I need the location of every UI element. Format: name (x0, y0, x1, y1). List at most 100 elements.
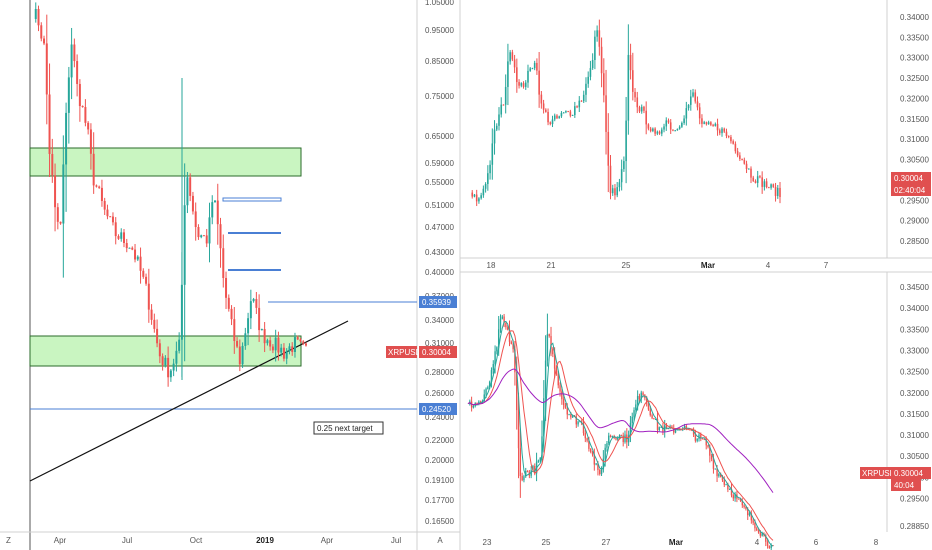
bottom-intraday-candle (707, 445, 709, 447)
bottom-intraday-candle (591, 452, 594, 455)
left-weekly-candle (76, 61, 79, 84)
bottom-intraday-candle (709, 446, 711, 456)
left-weekly-candle (219, 224, 222, 249)
bottom-intraday-candle (636, 396, 639, 405)
left-weekly-candle (274, 337, 277, 351)
bottom-intraday-candle (562, 399, 565, 405)
bottom-intraday-candle (689, 429, 691, 431)
left-weekly-candle (89, 129, 92, 154)
top-ytick-label: 0.32000 (900, 94, 929, 103)
left-weekly-candle (241, 345, 244, 365)
top-intraday-candle (545, 109, 547, 112)
left-ytick-label: 0.43000 (425, 248, 454, 257)
bottom-ytick-label: 0.31000 (900, 431, 929, 440)
left-weekly-candle (114, 222, 117, 237)
bottom-intraday-candle (765, 535, 767, 542)
bottom-intraday-candle (488, 381, 491, 388)
left-weekly-candle (59, 221, 62, 224)
price-tag-text: 0.24520 (422, 405, 451, 414)
left-weekly-candle (189, 177, 192, 196)
top-intraday-candle (536, 62, 538, 71)
left-weekly-candle (169, 370, 172, 378)
left-weekly-candle (51, 153, 54, 176)
left-weekly-candle (70, 44, 73, 78)
bottom-intraday-candle (624, 434, 626, 443)
top-xtick-label: 25 (622, 261, 631, 270)
left-ytick-label: 0.17700 (425, 496, 454, 505)
top-intraday-candle (491, 143, 494, 165)
top-xtick-label: 7 (824, 261, 829, 270)
bottom-intraday-candle (599, 470, 601, 475)
left-ytick-label: 0.19100 (425, 476, 454, 485)
bottom-intraday-candle (492, 364, 494, 371)
top-intraday-candle (683, 118, 685, 123)
bottom-xtick-label: Mar (669, 538, 683, 547)
top-intraday-candle (779, 187, 781, 198)
bottom-xtick-label: 4 (755, 538, 760, 547)
moving-average-line (467, 330, 774, 541)
top-intraday-candle (772, 184, 775, 187)
bottom-intraday-candle (539, 457, 541, 461)
top-intraday-candle (743, 159, 746, 164)
left-ytick-label: 0.65000 (425, 132, 454, 141)
left-ytick-label: 0.24000 (425, 413, 454, 422)
top-intraday-candle (531, 68, 534, 70)
bottom-intraday-candle (593, 454, 596, 465)
left-weekly-candle (222, 248, 225, 278)
bottom-intraday-candle (656, 418, 659, 430)
left-weekly-candle (263, 329, 266, 344)
top-intraday-candle (598, 30, 601, 47)
bottom-intraday-candle (510, 341, 513, 344)
top-intraday-candle (489, 164, 491, 174)
bottom-xtick-label: 6 (814, 538, 819, 547)
top-intraday-candle (727, 136, 730, 138)
bottom-intraday-candle (745, 507, 747, 509)
top-intraday-candle (736, 151, 739, 156)
left-weekly-candle (164, 357, 167, 366)
bottom-intraday-candle (618, 434, 621, 438)
top-intraday-candle (741, 158, 743, 160)
bottom-intraday-candle (685, 426, 688, 429)
bottom-intraday-candle (519, 448, 522, 477)
left-ytick-label: 0.22000 (425, 436, 454, 445)
left-weekly-candle (103, 200, 106, 210)
bottom-intraday-candle (738, 498, 740, 500)
left-weekly-candle (106, 209, 109, 217)
top-intraday-candle (509, 52, 511, 62)
top-intraday-candle (502, 104, 505, 106)
bottom-intraday-candle (499, 318, 502, 330)
bottom-intraday-candle (649, 409, 651, 416)
bottom-intraday-candle (741, 501, 744, 506)
top-intraday-candle (652, 128, 654, 132)
top-intraday-candle (665, 120, 668, 127)
top-intraday-candle (529, 68, 532, 71)
bottom-intraday-candle (651, 415, 653, 419)
top-intraday-candle (703, 122, 705, 124)
moving-average-line (467, 320, 774, 547)
top-intraday-candle (674, 130, 676, 132)
bottom-intraday-candle (719, 474, 722, 477)
top-intraday-candle (587, 76, 590, 84)
bottom-intraday-candle (559, 385, 561, 392)
bottom-xtick-label: 23 (483, 538, 492, 547)
bottom-intraday-candle (725, 484, 727, 486)
bottom-intraday-candle (658, 427, 661, 430)
bottom-intraday-candle (483, 394, 485, 401)
left-ytick-label: 0.59000 (425, 159, 454, 168)
bottom-intraday-candle (712, 459, 715, 469)
left-ytick-label: 0.16500 (425, 517, 454, 526)
left-weekly-candle (302, 341, 305, 344)
top-intraday-candle (676, 128, 679, 131)
left-weekly-candle (37, 8, 40, 26)
bottom-intraday-candle (604, 447, 606, 459)
price-tag-text: 0.30004 (422, 348, 451, 357)
bottom-intraday-candle (645, 398, 648, 404)
top-intraday-candle (484, 183, 487, 189)
left-weekly-candle (125, 243, 128, 249)
left-weekly-candle (255, 298, 258, 308)
top-intraday-candle (616, 187, 618, 196)
top-intraday-candle (645, 110, 647, 125)
left-ytick-label: 0.47000 (425, 223, 454, 232)
top-intraday-candle (578, 100, 581, 108)
bottom-intraday-candle (728, 488, 731, 490)
